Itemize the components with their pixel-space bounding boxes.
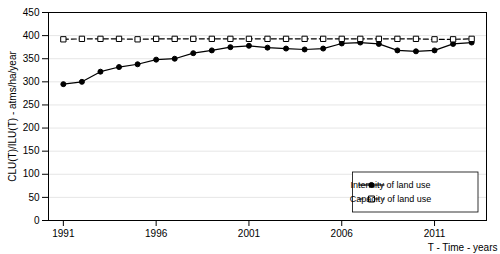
svg-text:T - Time - years: T - Time - years [428, 242, 498, 253]
svg-text:Capacity of land use: Capacity of land use [350, 194, 432, 204]
svg-text:1996: 1996 [145, 228, 168, 239]
svg-text:2006: 2006 [331, 228, 354, 239]
svg-text:450: 450 [23, 7, 40, 18]
svg-text:100: 100 [23, 168, 40, 179]
svg-text:0: 0 [34, 215, 40, 226]
svg-text:300: 300 [23, 76, 40, 87]
svg-text:CLU(T)/ILU(T) - atms/ha/year: CLU(T)/ILU(T) - atms/ha/year [7, 51, 18, 182]
svg-text:250: 250 [23, 99, 40, 110]
svg-text:350: 350 [23, 53, 40, 64]
svg-text:50: 50 [28, 192, 40, 203]
svg-text:200: 200 [23, 122, 40, 133]
svg-text:1991: 1991 [52, 228, 75, 239]
svg-text:Intensity of land use: Intensity of land use [350, 180, 430, 190]
svg-text:150: 150 [23, 145, 40, 156]
svg-text:2001: 2001 [238, 228, 261, 239]
svg-text:400: 400 [23, 30, 40, 41]
svg-text:2011: 2011 [424, 228, 446, 239]
